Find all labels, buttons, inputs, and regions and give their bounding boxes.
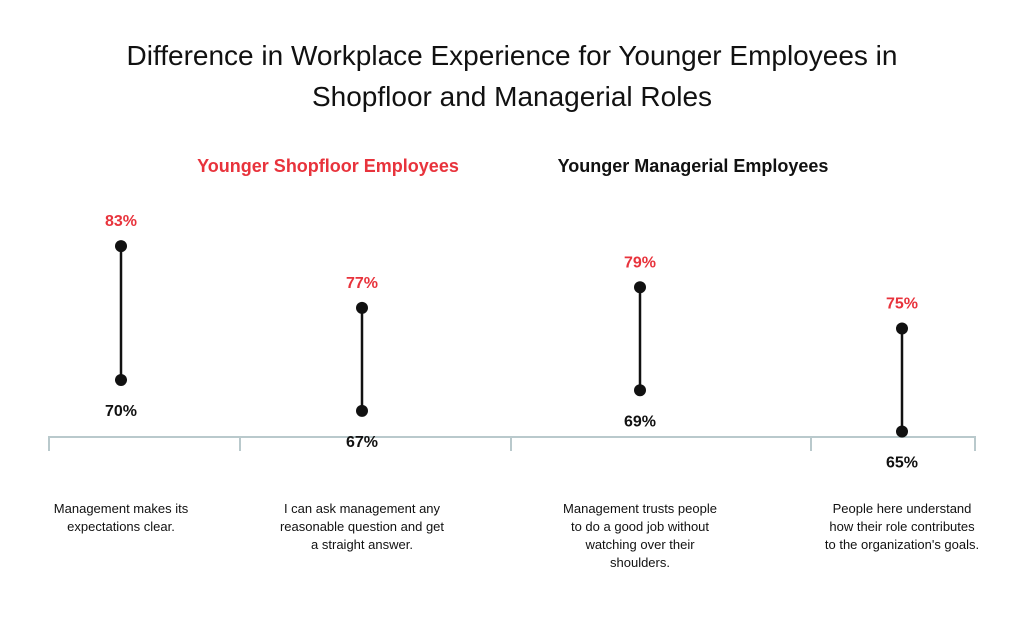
legend-managerial: Younger Managerial Employees	[558, 156, 829, 176]
category-label-3: People here understand how their role con…	[825, 501, 979, 552]
dot-shopfloor-1	[356, 301, 368, 314]
value-label-managerial-2: 69%	[624, 413, 656, 430]
value-label-managerial-3: 65%	[886, 455, 918, 472]
dot-shopfloor-2	[634, 281, 646, 294]
category-labels: Management makes its expectations clear. I…	[54, 501, 979, 570]
value-label-shopfloor-1: 77%	[346, 275, 378, 292]
category-label-0: Management makes its expectations clear.	[54, 501, 189, 534]
category-label-1: I can ask management any reasonable quest…	[280, 501, 444, 552]
category-label-line: shoulders.	[610, 555, 670, 570]
category-axis	[48, 436, 976, 451]
value-label-managerial-0: 70%	[105, 403, 137, 420]
chart-title-line-2: Shopfloor and Managerial Roles	[312, 81, 712, 112]
category-label-line: People here understand	[833, 501, 972, 516]
value-label-shopfloor-0: 83%	[105, 213, 137, 230]
category-label-line: watching over their	[584, 537, 695, 552]
chart-title-line-1: Difference in Workplace Experience for Y…	[127, 40, 898, 71]
dot-managerial-0	[115, 374, 127, 386]
value-label-shopfloor-3: 75%	[886, 296, 918, 313]
category-label-line: Management makes its	[54, 501, 189, 516]
dot-shopfloor-0	[115, 240, 127, 253]
dot-managerial-3	[896, 425, 908, 438]
category-label-line: reasonable question and get	[280, 519, 444, 534]
category-label-line: to do a good job without	[571, 519, 709, 534]
category-label-line: expectations clear.	[67, 519, 175, 534]
category-label-2: Management trusts people to do a good job…	[563, 501, 717, 570]
dot-managerial-2	[634, 384, 646, 397]
value-label-managerial-1: 67%	[346, 434, 378, 451]
value-label-shopfloor-2: 79%	[624, 254, 656, 271]
category-label-line: I can ask management any	[284, 501, 441, 516]
category-label-line: a straight answer.	[311, 537, 413, 552]
dot-shopfloor-3	[896, 322, 908, 335]
dumbbell-marks: 83% 70% 77% 67% 79% 69% 75% 65%	[105, 213, 918, 471]
dot-managerial-1	[356, 404, 368, 417]
category-label-line: to the organization's goals.	[825, 537, 979, 552]
category-label-line: how their role contributes	[829, 519, 975, 534]
legend-shopfloor: Younger Shopfloor Employees	[197, 156, 459, 176]
category-label-line: Management trusts people	[563, 501, 717, 516]
